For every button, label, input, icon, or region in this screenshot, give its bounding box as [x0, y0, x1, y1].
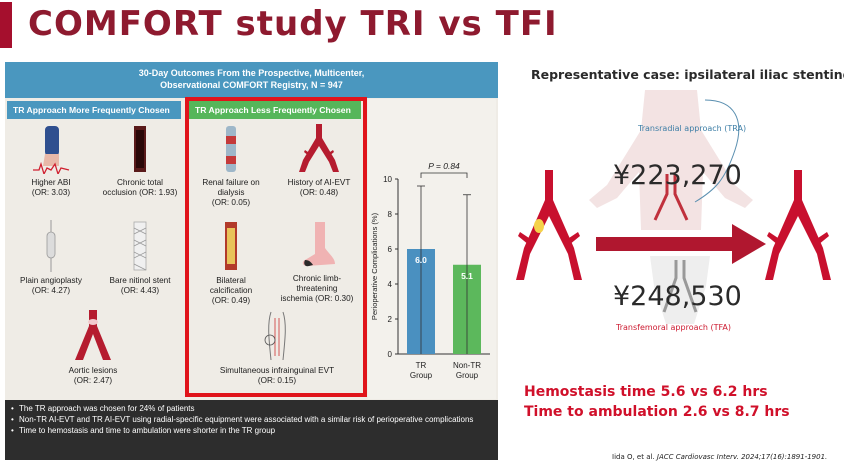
bilateral-calcification-label: Bilateral	[216, 276, 246, 285]
y-axis-label: Perioperative Complications (%)	[370, 212, 379, 320]
simultaneous-evt-or: (OR: 0.15)	[257, 376, 297, 385]
ambulation-time-result: Time to ambulation 2.6 vs 8.7 hrs	[524, 404, 790, 420]
category-label: TR	[416, 361, 427, 370]
category-label: Group	[410, 371, 433, 380]
finding-item: Time to hemostasis and time to ambulatio…	[11, 426, 492, 436]
tr-less-chosen-frame	[185, 97, 367, 397]
y-tick-label: 4	[388, 280, 393, 289]
finding-item: The TR approach was chosen for 24% of pa…	[11, 404, 492, 414]
citation-journal: JACC Cardiovasc Interv. 2024;17(16):1891…	[656, 453, 828, 461]
p-value-annotation: P = 0.84	[428, 161, 460, 171]
simultaneous-evt-label: Simultaneous infrainguinal EVT	[219, 366, 335, 375]
tfa-label: Transfemoral approach (TFA)	[616, 323, 731, 332]
significance-bracket	[420, 172, 468, 178]
complications-chart: 0 2 4 6 8 10 Perioperative Complications (%) 6.…	[368, 99, 496, 399]
calcified-vessel-icon	[225, 222, 237, 270]
balloon-catheter-icon	[46, 220, 56, 272]
tr-less-chosen-header: TR Approach Less Frequently Chosen	[189, 101, 361, 119]
findings-list: The TR approach was chosen for 24% of pa…	[5, 400, 498, 460]
item-plain-angioplasty: Plain angioplasty (OR: 4.27)	[9, 220, 93, 296]
bare-nitinol-stent-or: (OR: 4.43)	[120, 286, 160, 295]
slide-title: COMFORT study TRI vs TFI	[28, 4, 558, 44]
category-label: Group	[456, 371, 479, 380]
bare-nitinol-stent-label: Bare nitinol stent	[109, 276, 171, 285]
bilateral-calcification-or: (OR: 0.49)	[211, 296, 251, 305]
y-tick-label: 2	[388, 315, 393, 324]
bar-value-label: 5.1	[461, 271, 473, 281]
iliac-stented-post-icon	[765, 170, 831, 280]
cto-label: Chronic total	[117, 178, 163, 187]
leg-pulse-icon	[33, 126, 70, 174]
category-label: Non-TR	[453, 361, 481, 370]
item-bare-nitinol-stent: Bare nitinol stent (OR: 4.43)	[95, 220, 185, 296]
abstract-header: 30-Day Outcomes From the Prospective, Mu…	[5, 62, 498, 98]
item-higher-abi: Higher ABI (OR: 3.03)	[11, 124, 91, 198]
bar-value-label: 6.0	[415, 255, 427, 265]
arrow-right-icon	[596, 224, 766, 264]
y-tick-label: 0	[388, 350, 393, 359]
occluded-vessel-icon	[134, 126, 146, 172]
pelvis-illustration	[650, 256, 710, 324]
renal-failure-label: Renal failure on	[202, 178, 260, 187]
bar-chart-svg: 0 2 4 6 8 10 Perioperative Complications (%) 6.…	[370, 161, 490, 380]
central-illustration: 30-Day Outcomes From the Prospective, Mu…	[5, 62, 498, 460]
clti-label-2: threatening	[296, 284, 338, 293]
item-aortic-lesions: Aortic lesions (OR: 2.47)	[53, 310, 133, 386]
renal-failure-or: (OR: 0.05)	[211, 198, 251, 207]
clti-label-3: ischemia (OR: 0.30)	[280, 294, 354, 303]
stent-icon	[133, 221, 147, 271]
iliac-arteries-icon	[299, 124, 339, 172]
bilateral-calcification-label-2: calcification	[209, 286, 253, 295]
tra-label: Transradial approach (TRA)	[638, 124, 747, 133]
y-tick-label: 6	[388, 245, 393, 254]
iliac-stenosis-pre-icon	[516, 170, 582, 280]
tr-more-chosen-header: TR Approach More Frequently Chosen	[7, 101, 181, 119]
item-clti: Chronic limb- threatening ischemia (OR: …	[271, 220, 363, 304]
hemostasis-time-result: Hemostasis time 5.6 vs 6.2 hrs	[524, 384, 768, 400]
plain-angioplasty-label: Plain angioplasty	[20, 276, 82, 285]
cost-tfa: ¥248,530	[613, 281, 742, 312]
aortic-lesions-or: (OR: 2.47)	[73, 376, 113, 385]
case-title: Representative case: ipsilateral iliac s…	[531, 67, 844, 82]
aortic-bifurcation-icon	[75, 310, 111, 360]
ischemic-foot-icon	[302, 222, 335, 267]
item-chronic-total-occlusion: Chronic total occlusion (OR: 1.93)	[95, 124, 185, 198]
abstract-header-line2: Observational COMFORT Registry, N = 947	[160, 80, 343, 90]
item-renal-failure-dialysis: Renal failure on dialysis (OR: 0.05)	[191, 124, 271, 208]
higher-abi-label: Higher ABI	[31, 178, 71, 187]
citation: Iida O, et al. JACC Cardiovasc Interv. 2…	[612, 453, 827, 461]
item-history-ai-evt: History of AI-EVT (OR: 0.48)	[277, 124, 361, 198]
dialyzer-icon	[226, 126, 236, 172]
aortic-lesions-label: Aortic lesions	[68, 366, 118, 375]
title-accent-bar	[0, 2, 12, 48]
history-ai-evt-label: History of AI-EVT	[287, 178, 351, 187]
leg-arteries-icon	[264, 311, 286, 361]
citation-authors: Iida O, et al.	[612, 453, 657, 461]
clti-label: Chronic limb-	[292, 274, 342, 283]
y-tick-label: 8	[388, 210, 393, 219]
renal-failure-label-2: dialysis	[217, 188, 245, 197]
history-ai-evt-or: (OR: 0.48)	[299, 188, 339, 197]
item-bilateral-calcification: Bilateral calcification (OR: 0.49)	[191, 220, 271, 306]
y-tick-label: 10	[383, 175, 392, 184]
item-simultaneous-infrainguinal-evt: Simultaneous infrainguinal EVT (OR: 0.15…	[191, 310, 363, 386]
abstract-header-line1: 30-Day Outcomes From the Prospective, Mu…	[138, 68, 365, 78]
cost-tra: ¥223,270	[613, 160, 742, 191]
higher-abi-or: (OR: 3.03)	[31, 188, 71, 197]
cto-label-2: occlusion (OR: 1.93)	[102, 188, 178, 197]
finding-item: Non-TR AI-EVT and TR AI-EVT using radial…	[11, 415, 492, 425]
torso-illustration	[589, 90, 753, 230]
plain-angioplasty-or: (OR: 4.27)	[31, 286, 71, 295]
